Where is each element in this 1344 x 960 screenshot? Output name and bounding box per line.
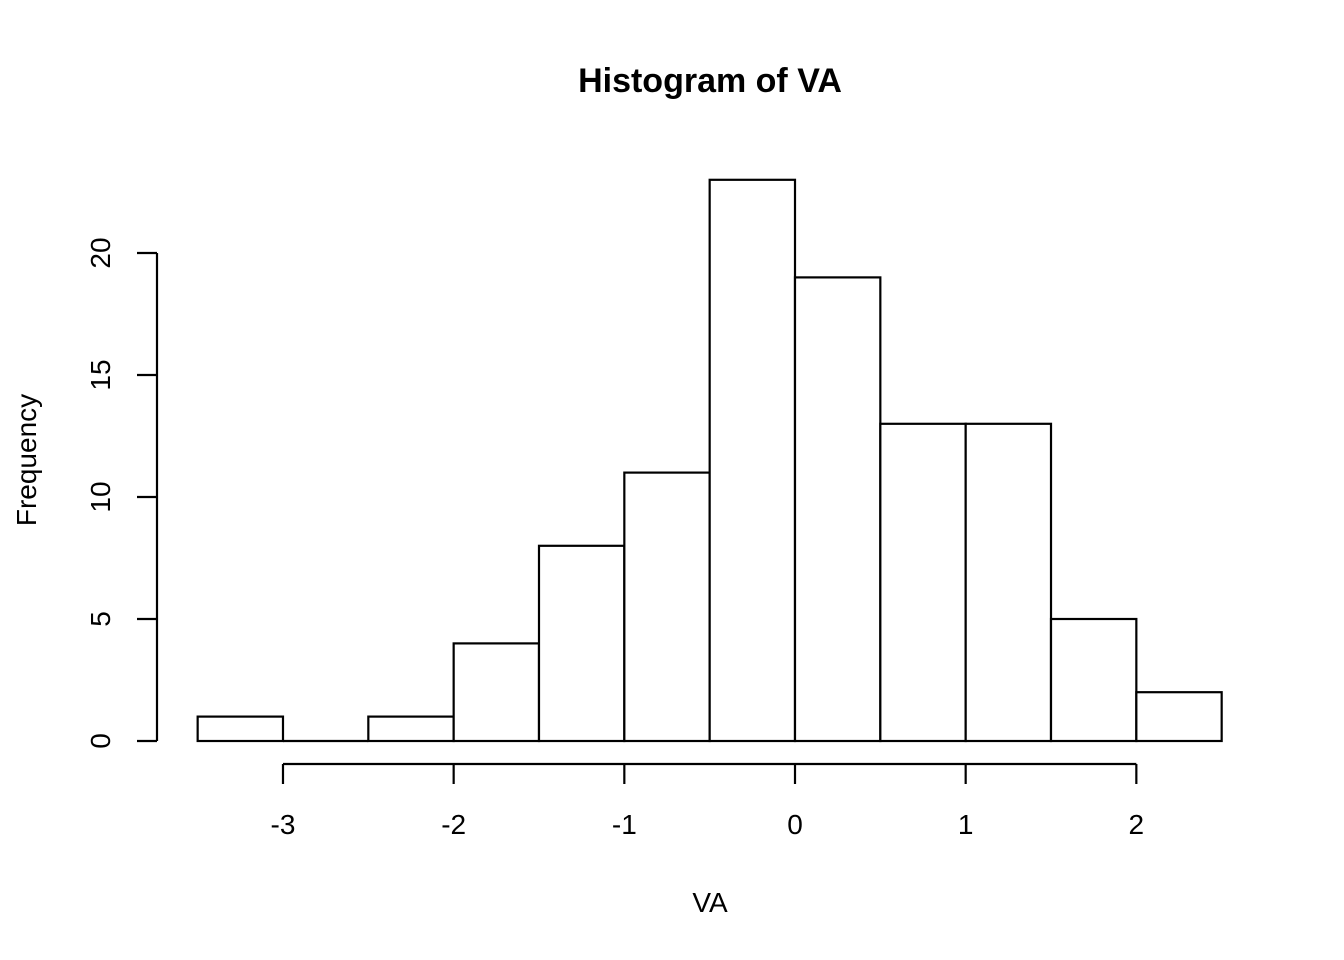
y-tick-label: 20	[85, 237, 116, 268]
y-tick-label: 15	[85, 359, 116, 390]
chart-title: Histogram of VA	[578, 62, 842, 100]
x-tick-label: -2	[441, 809, 466, 840]
x-axis-label: VA	[692, 887, 728, 918]
x-tick-label: 2	[1129, 809, 1145, 840]
x-tick-label: 0	[787, 809, 803, 840]
histogram-bar	[196, 715, 285, 743]
y-axis-label: Frequency	[11, 394, 42, 526]
x-tick-label: 1	[958, 809, 974, 840]
x-axis: -3 -2 -1 0 1 2	[271, 762, 1145, 840]
histogram-bar	[1049, 617, 1138, 743]
x-tick-label: -1	[612, 809, 637, 840]
bars-group	[196, 178, 1223, 743]
histogram-bar	[708, 178, 797, 743]
histogram-bar	[879, 422, 967, 743]
y-axis: 0 5 10 15 20	[85, 237, 159, 749]
histogram-bar	[452, 642, 541, 743]
histogram-bar	[793, 276, 882, 743]
histogram-bar	[537, 544, 626, 743]
histogram-bar	[367, 715, 455, 743]
y-tick-label: 0	[85, 733, 116, 749]
histogram-bar	[1135, 691, 1223, 743]
histogram-bar	[623, 471, 711, 743]
histogram-bar	[964, 422, 1053, 743]
y-tick-label: 10	[85, 481, 116, 512]
y-tick-label: 5	[85, 611, 116, 627]
x-tick-label: -3	[271, 809, 296, 840]
